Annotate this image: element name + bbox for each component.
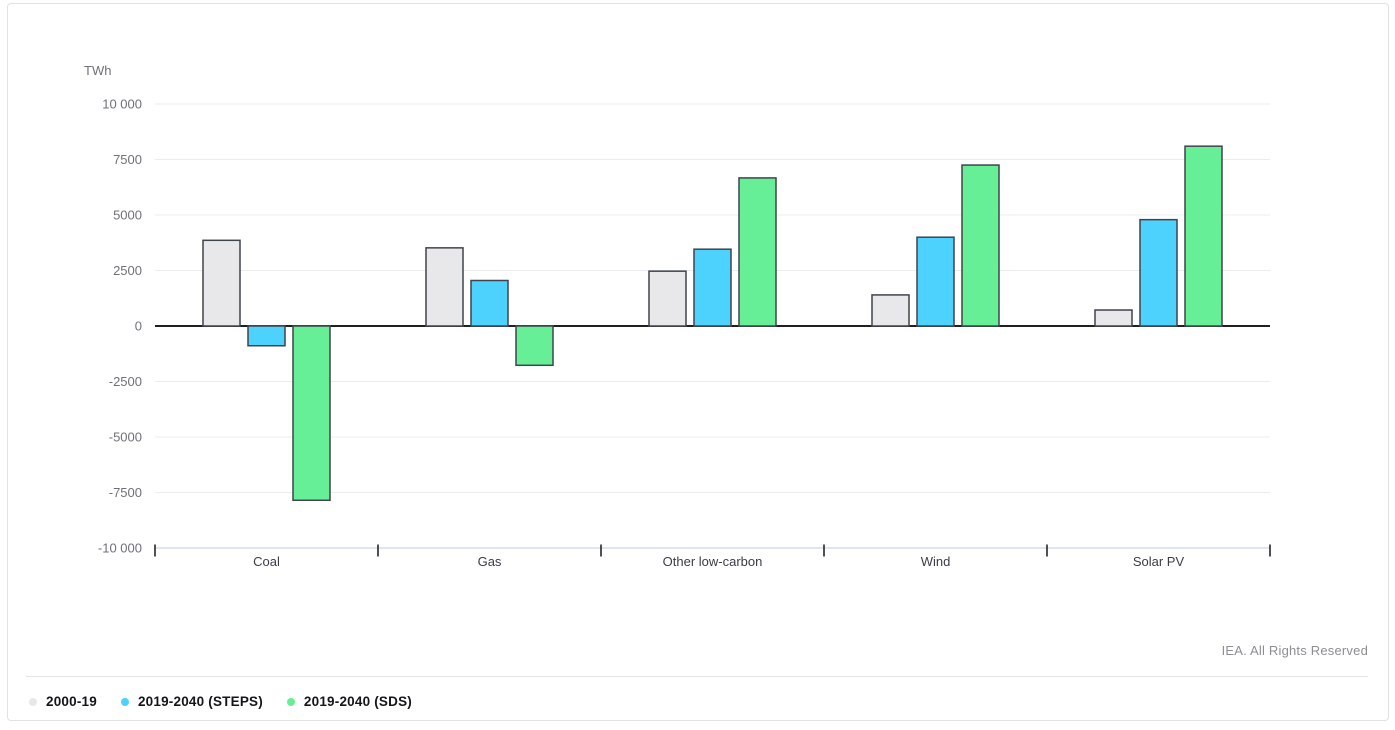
- bar-2019-2040-steps-gas[interactable]: [470, 279, 509, 327]
- y-axis-tick-label: 10 000: [102, 97, 142, 112]
- legend-item-2000-19[interactable]: 2000-19: [29, 694, 97, 709]
- bar-2000-19-gas[interactable]: [425, 247, 464, 327]
- bar-2000-19-wind[interactable]: [871, 294, 910, 327]
- y-axis-unit-label: TWh: [84, 63, 111, 78]
- x-axis-category-label: Other low-carbon: [663, 554, 763, 569]
- chart-legend: 2000-19 2019-2040 (STEPS) 2019-2040 (SDS): [29, 694, 412, 709]
- bar-2000-19-other-low-carbon[interactable]: [648, 270, 687, 327]
- bar-2019-2040-sds-coal[interactable]: [292, 325, 331, 502]
- legend-label: 2019-2040 (STEPS): [137, 694, 263, 709]
- y-axis-tick-label: 5000: [113, 208, 142, 223]
- legend-label: 2019-2040 (SDS): [303, 694, 412, 709]
- y-axis-tick-label: -2500: [109, 374, 142, 389]
- bar-2019-2040-steps-wind[interactable]: [916, 236, 955, 327]
- y-axis-tick-label: -5000: [109, 430, 142, 445]
- legend-item-2019-2040-sds[interactable]: 2019-2040 (SDS): [286, 694, 412, 709]
- legend-marker-2019-2040-steps: [120, 697, 129, 706]
- bar-2019-2040-steps-coal[interactable]: [247, 325, 286, 347]
- bar-2000-19-solar-pv[interactable]: [1094, 309, 1133, 327]
- y-axis-tick-label: -7500: [109, 485, 142, 500]
- chart-card: TWh 10 000 7500 5000 2500 0 -2500 -5000 -7500 -10…: [7, 3, 1389, 721]
- bar-2019-2040-sds-wind[interactable]: [961, 164, 1000, 327]
- x-axis-category-label: Wind: [921, 554, 951, 569]
- legend-marker-2019-2040-sds: [286, 697, 295, 706]
- copyright-text: IEA. All Rights Reserved: [1221, 643, 1368, 658]
- x-axis-category-label: Gas: [478, 554, 502, 569]
- x-axis-category-label: Solar PV: [1133, 554, 1185, 569]
- y-axis-tick-label: -10 000: [98, 541, 142, 556]
- bar-2000-19-coal[interactable]: [202, 239, 241, 327]
- bar-chart: TWh 10 000 7500 5000 2500 0 -2500 -5000 -7500 -10…: [84, 63, 1271, 569]
- legend-marker-2000-19: [29, 697, 37, 706]
- bar-2019-2040-sds-gas[interactable]: [515, 325, 554, 367]
- bar-2019-2040-steps-solar-pv[interactable]: [1139, 218, 1178, 327]
- legend-separator: [26, 676, 1368, 677]
- bar-2019-2040-sds-solar-pv[interactable]: [1184, 145, 1223, 327]
- legend-label: 2000-19: [46, 694, 97, 709]
- y-axis-tick-label: 2500: [113, 263, 142, 278]
- bar-2019-2040-sds-other-low-carbon[interactable]: [738, 177, 777, 327]
- y-axis-tick-label: 7500: [113, 152, 142, 167]
- legend-item-2019-2040-steps[interactable]: 2019-2040 (STEPS): [120, 694, 263, 709]
- bar-2019-2040-steps-other-low-carbon[interactable]: [693, 248, 732, 327]
- y-axis-tick-label: 0: [135, 319, 142, 334]
- x-axis-category-label: Coal: [253, 554, 280, 569]
